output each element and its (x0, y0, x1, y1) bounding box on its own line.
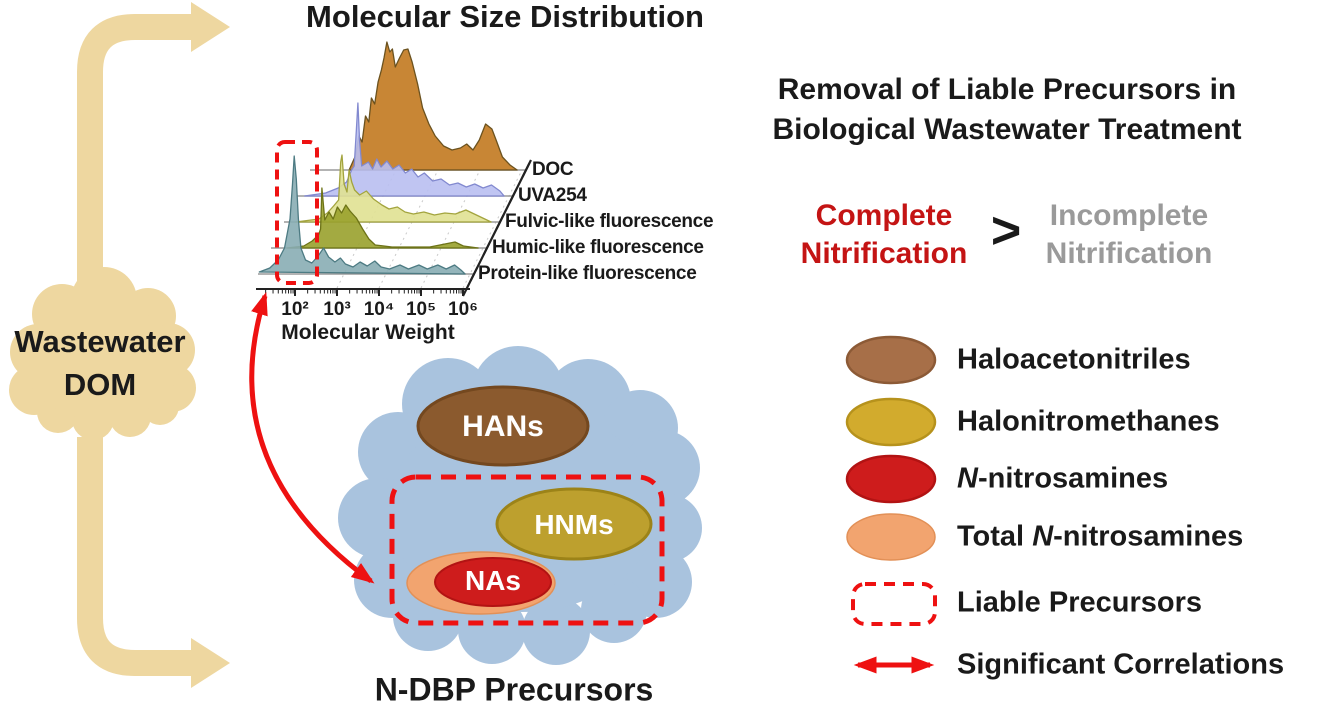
legend-dashed-box (851, 582, 937, 626)
legend-label-significant-correlations: Significant Correlations (957, 648, 1285, 681)
ridge-label-fulvic: Fulvic-like fluorescence (505, 211, 714, 232)
x-tick-1e2: 10² (281, 299, 309, 320)
nas-ellipse (434, 557, 552, 607)
x-tick-1e4: 10⁴ (363, 299, 395, 320)
label-stub (521, 162, 531, 178)
right-title-line1: Removal of Liable Precursors in (777, 73, 1237, 106)
legend-swatches (845, 335, 937, 674)
label-stub (508, 188, 518, 204)
chart-highlight-dashed-box (275, 140, 319, 285)
x-axis-label: Molecular Weight (281, 321, 455, 344)
ridge-series-Humic-like fluorescence (286, 187, 479, 249)
ridge-label-doc: DOC (532, 159, 574, 180)
legend-label-liable-precursors: Liable Precursors (957, 586, 1202, 619)
msd-chart-title: Molecular Size Distribution (306, 0, 704, 34)
ridge-label-protein: Protein-like fluorescence (478, 263, 697, 284)
legend-label-haloacetonitriles: Haloacetonitriles (957, 343, 1191, 376)
right-title-line2: Biological Wastewater Treatment (772, 113, 1242, 146)
ridge-series-DOC (348, 41, 518, 171)
legend-yellow-ellipse (845, 397, 937, 447)
legend-brown-ellipse (845, 335, 937, 385)
hans-label: HANs (462, 410, 544, 443)
hnms-ellipse (495, 487, 653, 561)
flow-arrow-up-icon (77, 2, 230, 287)
ridge-series-Protein-like fluorescence (258, 155, 466, 275)
flow-arrow-down-icon (77, 437, 230, 688)
greater-than-sign: > (990, 202, 1022, 260)
hans-ellipse (416, 385, 590, 467)
ridge-series-Fulvic-like fluorescence (295, 154, 492, 223)
significant-correlation-arrow (249, 291, 375, 584)
legend-label-total-nitrosamines: Total N-nitrosamines (957, 520, 1244, 553)
ridge-series-UVA254 (303, 102, 505, 197)
wastewater-dom-label: Wastewater DOM (14, 324, 186, 402)
label-stub (495, 214, 505, 230)
ridge-label-uva254: UVA254 (518, 185, 587, 206)
incomplete-nitrification-label: Incomplete Nitrification (1045, 199, 1213, 270)
x-tick-1e6: 10⁶ (448, 299, 478, 320)
label-stub (482, 240, 492, 256)
ridge-label-humic: Humic-like fluorescence (492, 237, 704, 258)
label-stub (469, 266, 479, 282)
legend-label-nitrosamines: N-nitrosamines (957, 462, 1169, 495)
legend-label-halonitromethanes: Halonitromethanes (957, 405, 1220, 438)
legend-orange-ellipse (846, 513, 936, 561)
nas-label: NAs (464, 565, 522, 596)
wastewater-dom-cloud-shape (9, 267, 196, 440)
ndbp-caption: N-DBP Precursors (374, 671, 654, 708)
liable-precursors-dashed-box (389, 474, 665, 626)
x-tick-1e3: 10³ (323, 299, 351, 320)
legend-red-ellipse (845, 454, 937, 504)
complete-nitrification-label: Complete Nitrification (800, 199, 968, 270)
x-tick-1e5: 10⁵ (405, 299, 437, 320)
hnms-label: HNMs (534, 509, 614, 540)
grid-diagonal (462, 169, 523, 289)
molecular-size-distribution-chart (256, 41, 532, 297)
